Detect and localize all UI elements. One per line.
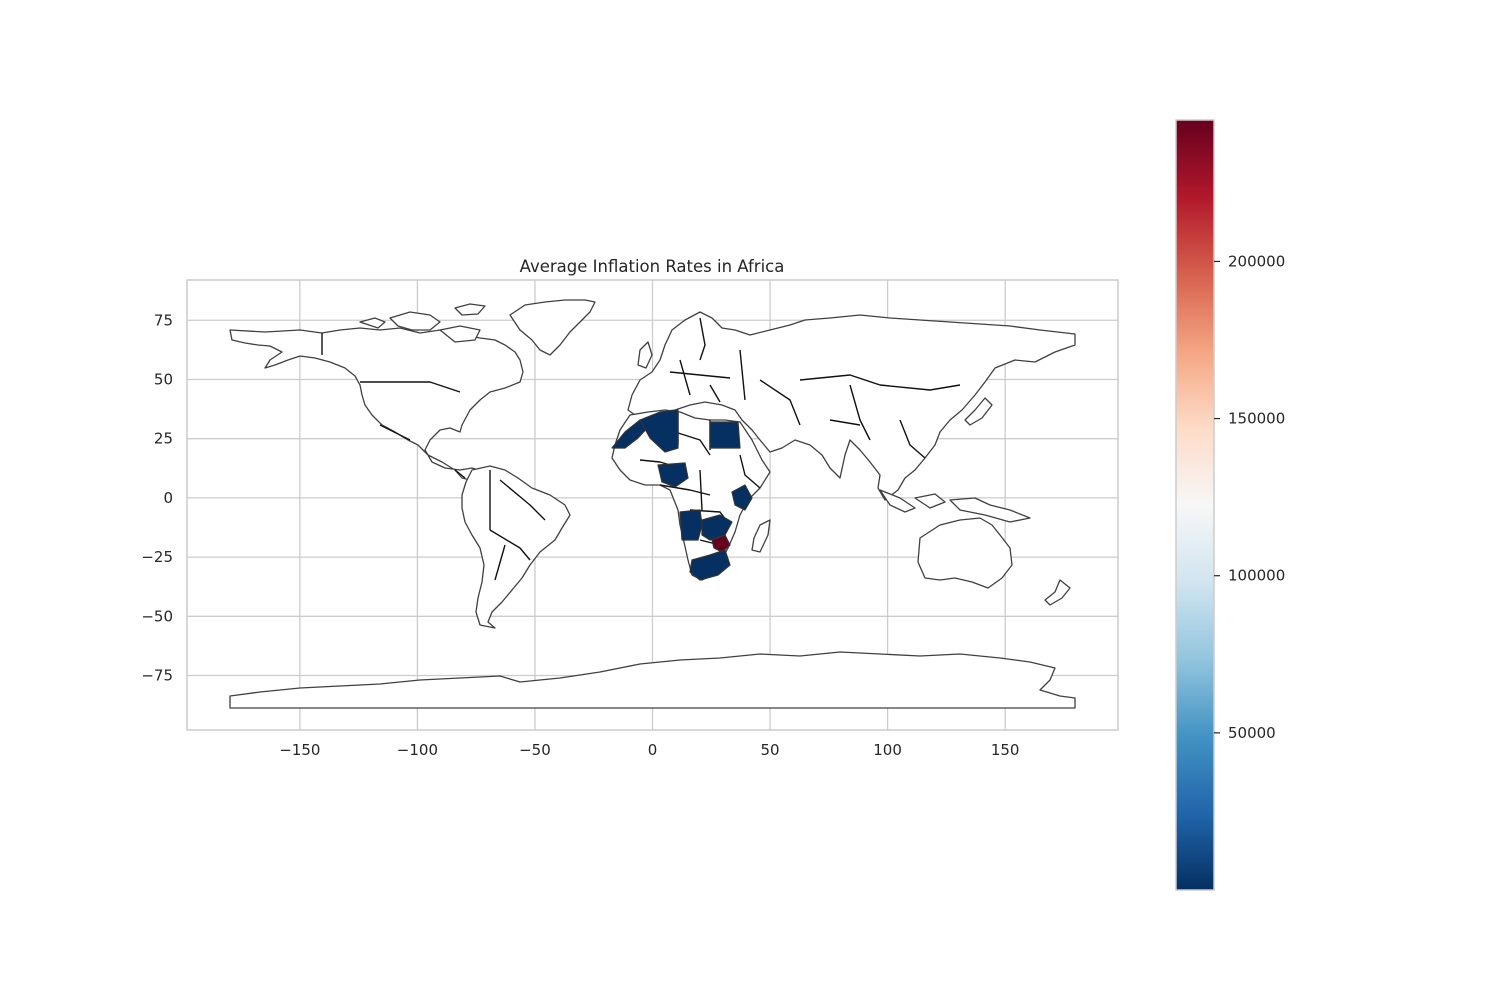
- country-angola: [679, 509, 703, 541]
- y-tick-label-5: −50: [141, 607, 173, 625]
- country-zimbabwe: [711, 534, 731, 553]
- x-tick-label-4: 50: [761, 741, 780, 759]
- colorbar-tick-label-2: 150000: [1228, 410, 1285, 428]
- greenland-landmass: [509, 299, 596, 356]
- indonesia-islands: [879, 489, 1031, 523]
- y-tick-label-3: 0: [163, 489, 173, 507]
- x-tick-label-1: −100: [397, 741, 438, 759]
- arctic-islands: [359, 303, 486, 343]
- colorbar-ticks: 50000 100000 150000 200000: [1214, 252, 1285, 742]
- world-map: [229, 299, 1076, 709]
- x-tick-label-5: 100: [873, 741, 902, 759]
- country-kenya: [731, 484, 753, 511]
- x-tick-label-0: −150: [279, 741, 320, 759]
- x-tick-label-2: −50: [519, 741, 551, 759]
- plot-frame: [186, 279, 1119, 731]
- y-tick-label-1: 50: [154, 370, 173, 388]
- country-borders: [321, 317, 961, 581]
- y-tick-label-6: −75: [141, 667, 173, 685]
- uk-landmass: [637, 341, 653, 369]
- chart-title: Average Inflation Rates in Africa: [520, 257, 785, 276]
- colorbar: 50000 100000 150000 200000: [1175, 119, 1285, 891]
- antarctica-landmass: [229, 651, 1076, 709]
- colorbar-tick-label-0: 50000: [1228, 724, 1276, 742]
- new-zealand-landmass: [1044, 579, 1071, 606]
- y-tick-label-2: 25: [154, 430, 173, 448]
- australia-landmass: [917, 517, 1013, 589]
- north-america-landmass: [229, 327, 524, 486]
- y-tick-label-4: −25: [141, 548, 173, 566]
- eurasia-landmass: [627, 311, 1076, 501]
- country-algeria: [639, 409, 679, 453]
- country-south-africa: [689, 549, 731, 581]
- x-tick-label-3: 0: [648, 741, 658, 759]
- x-tick-label-6: 150: [991, 741, 1020, 759]
- colorbar-gradient: [1175, 119, 1215, 891]
- axis-tick-labels: −150 −100 −50 0 50 100 150 75 50 25 0 −25 −50 −75: [141, 311, 1019, 759]
- south-america-landmass: [461, 465, 571, 629]
- country-egypt: [709, 421, 741, 449]
- colorbar-tick-label-3: 200000: [1228, 252, 1285, 270]
- japan-landmass: [964, 397, 993, 426]
- country-nigeria: [657, 462, 689, 488]
- y-tick-label-0: 75: [154, 311, 173, 329]
- colorbar-tick-label-1: 100000: [1228, 567, 1285, 585]
- madagascar-landmass: [751, 519, 771, 553]
